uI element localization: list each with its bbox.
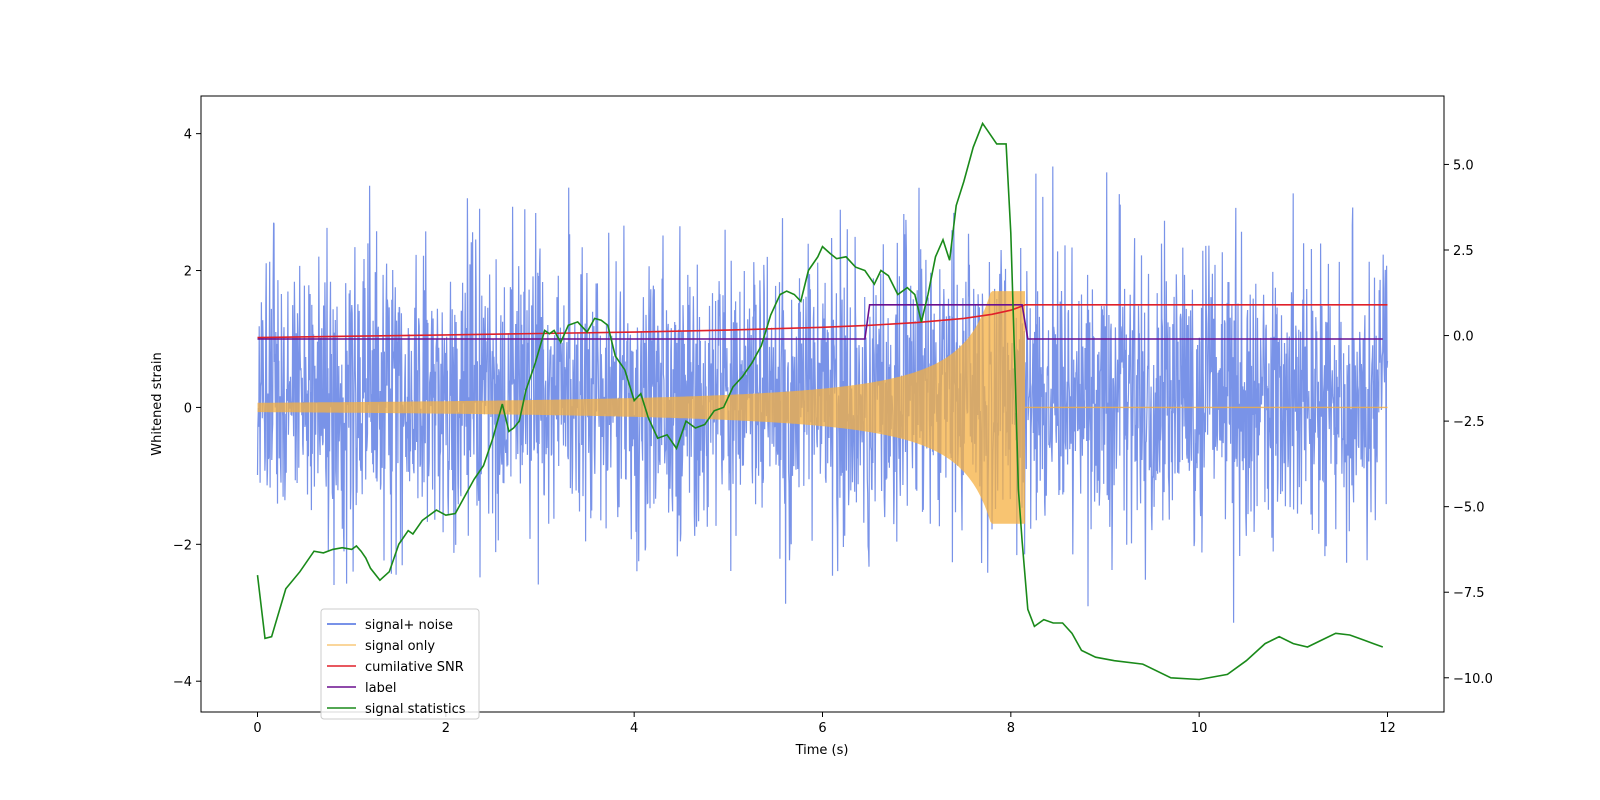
y2-tick-label: −2.5 xyxy=(1453,415,1485,430)
x-tick-label: 8 xyxy=(1007,721,1015,736)
x-tick-label: 10 xyxy=(1191,721,1208,736)
y-tick-label: 2 xyxy=(184,265,192,280)
signal-statistics-line xyxy=(256,121,1384,681)
y2-tick-label: 0.0 xyxy=(1453,330,1474,345)
signal-only-envelope xyxy=(257,291,1025,524)
cumulative-snr-line xyxy=(257,304,1388,339)
y2-tick-label: −5.0 xyxy=(1453,501,1485,516)
y2-tick-label: 5.0 xyxy=(1453,158,1474,173)
x-tick-label: 6 xyxy=(818,721,826,736)
signal-only-series xyxy=(257,291,1388,524)
x-tick-label: 4 xyxy=(630,721,638,736)
x-axis: 0 2 4 6 8 10 12 xyxy=(253,712,1396,736)
legend-label-signal-noise: signal+ noise xyxy=(365,618,453,633)
legend-label-signal-statistics: signal statistics xyxy=(365,702,466,717)
y-tick-label: 4 xyxy=(184,128,192,143)
legend-box xyxy=(320,608,480,720)
y-axis-left: −4 −2 0 2 4 xyxy=(173,128,201,690)
y-tick-label: −2 xyxy=(173,538,192,553)
y-axis-right: −10.0 −7.5 −5.0 −2.5 0.0 2.5 5.0 xyxy=(1444,158,1493,687)
legend-label-label: label xyxy=(365,681,396,696)
x-tick-label: 0 xyxy=(253,721,261,736)
y-axis-title: Whitened strain xyxy=(150,352,165,455)
x-tick-label: 2 xyxy=(442,721,450,736)
y2-tick-label: −7.5 xyxy=(1453,586,1485,601)
legend-label-cumulative-snr: cumilative SNR xyxy=(365,660,464,675)
y2-tick-label: 2.5 xyxy=(1453,244,1474,259)
y2-tick-label: −10.0 xyxy=(1453,672,1493,687)
legend: signal+ noise signal only cumilative SNR… xyxy=(320,608,480,720)
x-axis-title: Time (s) xyxy=(795,743,849,758)
x-tick-label: 12 xyxy=(1379,721,1396,736)
legend-label-signal-only: signal only xyxy=(365,639,435,654)
y-tick-label: 0 xyxy=(184,401,192,416)
y-tick-label: −4 xyxy=(173,675,192,690)
